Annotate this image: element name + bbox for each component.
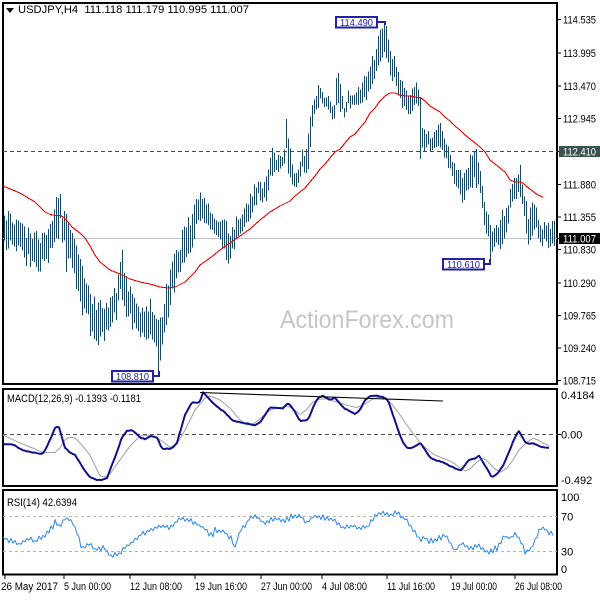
- svg-text:26 Jul 08:00: 26 Jul 08:00: [515, 581, 562, 593]
- svg-text:108.810: 108.810: [116, 371, 149, 383]
- svg-text:0: 0: [561, 564, 567, 576]
- svg-text:30: 30: [561, 547, 573, 559]
- svg-text:111.355: 111.355: [563, 212, 596, 224]
- svg-text:114.490: 114.490: [340, 17, 373, 29]
- svg-text:4 Jul 08:00: 4 Jul 08:00: [322, 581, 367, 593]
- svg-text:19 Jun 16:00: 19 Jun 16:00: [195, 581, 247, 593]
- svg-text:100: 100: [561, 492, 579, 504]
- svg-text:12 Jun 08:00: 12 Jun 08:00: [130, 581, 182, 593]
- svg-text:108.715: 108.715: [563, 376, 596, 388]
- svg-text:109.765: 109.765: [563, 311, 596, 323]
- svg-text:113.995: 113.995: [563, 48, 596, 60]
- svg-text:110.610: 110.610: [447, 259, 480, 271]
- svg-text:113.470: 113.470: [563, 81, 596, 93]
- svg-text:0.4184: 0.4184: [561, 390, 595, 402]
- svg-text:27 Jun 00:00: 27 Jun 00:00: [261, 581, 312, 593]
- svg-text:5 Jun 00:00: 5 Jun 00:00: [64, 581, 111, 593]
- svg-text:111.880: 111.880: [563, 179, 596, 191]
- svg-text:112.945: 112.945: [563, 113, 596, 125]
- svg-text:109.240: 109.240: [563, 343, 596, 355]
- svg-text:70: 70: [561, 512, 573, 524]
- svg-text:RSI(14) 42.6394: RSI(14) 42.6394: [7, 497, 77, 509]
- svg-text:0.00: 0.00: [561, 430, 582, 442]
- svg-text:-0.492: -0.492: [561, 475, 592, 487]
- svg-text:11 Jul 16:00: 11 Jul 16:00: [387, 581, 435, 593]
- svg-text:110.290: 110.290: [563, 278, 596, 290]
- svg-text:26 May 2017: 26 May 2017: [1, 581, 58, 593]
- svg-text:110.830: 110.830: [563, 245, 596, 257]
- svg-text:USDJPY,H4 111.118 111.179 110: USDJPY,H4 111.118 111.179 110.995 111.00…: [18, 4, 249, 16]
- svg-text:19 Jul 00:00: 19 Jul 00:00: [451, 581, 497, 593]
- svg-text:111.007: 111.007: [563, 234, 596, 246]
- svg-text:MACD(12,26,9) -0.1393 -0.1181: MACD(12,26,9) -0.1393 -0.1181: [7, 393, 141, 405]
- svg-text:112.410: 112.410: [563, 147, 596, 159]
- svg-text:ActionForex.com: ActionForex.com: [280, 306, 454, 334]
- svg-text:114.535: 114.535: [563, 15, 596, 27]
